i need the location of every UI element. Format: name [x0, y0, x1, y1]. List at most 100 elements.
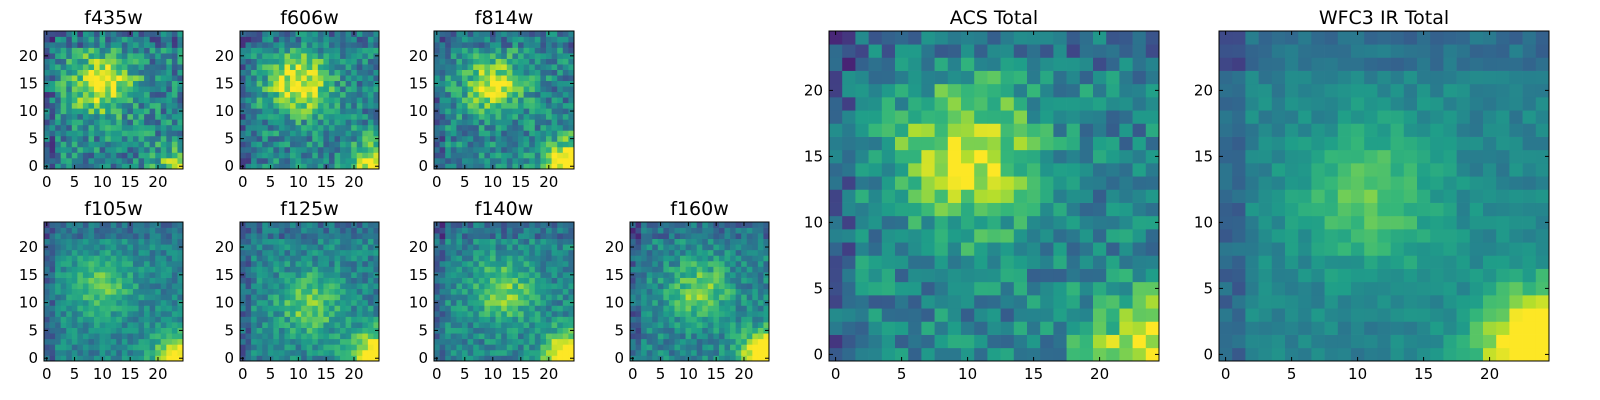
heatmap-cell: [149, 283, 156, 290]
heatmap-cell: [317, 130, 324, 137]
heatmap-cell: [668, 233, 675, 240]
heatmap-cell: [77, 69, 84, 76]
heatmap-cell: [110, 42, 117, 48]
heatmap-cell: [568, 349, 575, 356]
heatmap-cell: [456, 272, 463, 278]
heatmap-cell: [757, 244, 764, 251]
heatmap-cell: [450, 141, 457, 148]
heatmap-cell: [155, 113, 162, 120]
heatmap-cell: [160, 135, 167, 142]
heatmap-cell: [484, 222, 491, 228]
heatmap-cell: [646, 322, 653, 328]
heatmap-cell: [171, 288, 178, 295]
heatmap-cell: [696, 238, 703, 245]
heatmap-cell: [155, 299, 162, 306]
heatmap-cell: [467, 64, 474, 70]
heatmap-cell: [340, 119, 346, 126]
heatmap-cell: [94, 244, 100, 251]
heatmap-cell: [60, 102, 67, 109]
heatmap-cell: [506, 119, 513, 126]
heatmap-cell: [317, 227, 324, 234]
heatmap-cell: [127, 58, 134, 65]
heatmap-cell: [450, 97, 457, 104]
heatmap-cell: [646, 349, 653, 356]
heatmap-cell: [445, 238, 452, 245]
heatmap-cell: [752, 316, 759, 323]
heatmap-cell: [439, 97, 446, 104]
heatmap-cell: [334, 135, 341, 142]
heatmap-cell: [735, 272, 742, 278]
heatmap-cell: [290, 277, 296, 284]
heatmap-cell: [663, 255, 670, 262]
heatmap-cell: [49, 146, 56, 153]
heatmap-cell: [881, 268, 896, 283]
heatmap-cell: [177, 249, 184, 256]
heatmap-cell: [540, 31, 547, 37]
heatmap-cell: [467, 108, 474, 115]
heatmap-cell: [757, 338, 764, 345]
heatmap-cell: [551, 244, 558, 251]
heatmap-cell: [434, 344, 440, 351]
heatmap-cell: [323, 113, 330, 120]
heatmap-cell: [144, 233, 150, 240]
heatmap-cell: [512, 80, 519, 87]
heatmap-cell: [467, 266, 474, 273]
heatmap-cell: [262, 163, 269, 170]
heatmap-cell: [328, 146, 335, 153]
heatmap-cell: [334, 86, 341, 93]
heatmap-cell: [105, 86, 112, 93]
heatmap-cell: [1079, 295, 1094, 309]
heatmap-cell: [741, 327, 748, 334]
heatmap-cell: [934, 268, 949, 283]
heatmap-cell: [121, 255, 128, 262]
heatmap-cell: [323, 86, 330, 93]
heatmap-cell: [450, 244, 457, 251]
heatmap-cell: [1000, 229, 1015, 243]
heatmap-cell: [278, 349, 285, 356]
heatmap-cell: [356, 233, 363, 240]
heatmap-cell: [323, 130, 330, 137]
heatmap-cell: [55, 86, 62, 93]
heatmap-cell: [55, 113, 62, 120]
heatmap-cell: [1119, 281, 1133, 296]
heatmap-cell: [256, 338, 263, 345]
heatmap-cell: [696, 227, 703, 234]
heatmap-cell: [312, 108, 319, 115]
heatmap-cell: [71, 42, 78, 48]
heatmap-cell: [166, 338, 173, 345]
heatmap-cell: [160, 141, 167, 148]
heatmap-cell: [334, 42, 341, 48]
heatmap-cell: [718, 238, 725, 245]
heatmap-cell: [132, 272, 139, 278]
heatmap-cell: [895, 334, 909, 349]
heatmap-cell: [523, 31, 530, 37]
heatmap-cell: [345, 152, 352, 159]
heatmap-cell: [568, 310, 575, 317]
heatmap-cell: [138, 355, 145, 362]
heatmap-cell: [652, 333, 659, 340]
heatmap-cell: [340, 349, 346, 356]
heatmap-cell: [641, 283, 648, 290]
heatmap-cell: [301, 277, 308, 284]
heatmap-cell: [367, 75, 374, 82]
heatmap-cell: [635, 272, 642, 278]
heatmap-cell: [534, 97, 541, 104]
heatmap-cell: [490, 53, 496, 59]
heatmap-cell: [484, 283, 491, 290]
heatmap-cell: [495, 288, 502, 295]
heatmap-cell: [82, 294, 89, 301]
heatmap-cell: [340, 80, 346, 87]
heatmap-cell: [127, 322, 134, 328]
heatmap-cell: [251, 327, 258, 334]
heatmap-cell: [99, 141, 106, 148]
heatmap-cell: [105, 244, 112, 251]
heatmap-cell: [177, 141, 184, 148]
heatmap-cell: [132, 277, 139, 284]
heatmap-cell: [646, 238, 653, 245]
heatmap-cell: [155, 75, 162, 82]
heatmap-cell: [450, 272, 457, 278]
heatmap-cell: [256, 344, 263, 351]
heatmap-cell: [467, 277, 474, 284]
heatmap-cell: [144, 244, 150, 251]
heatmap-cell: [568, 344, 575, 351]
